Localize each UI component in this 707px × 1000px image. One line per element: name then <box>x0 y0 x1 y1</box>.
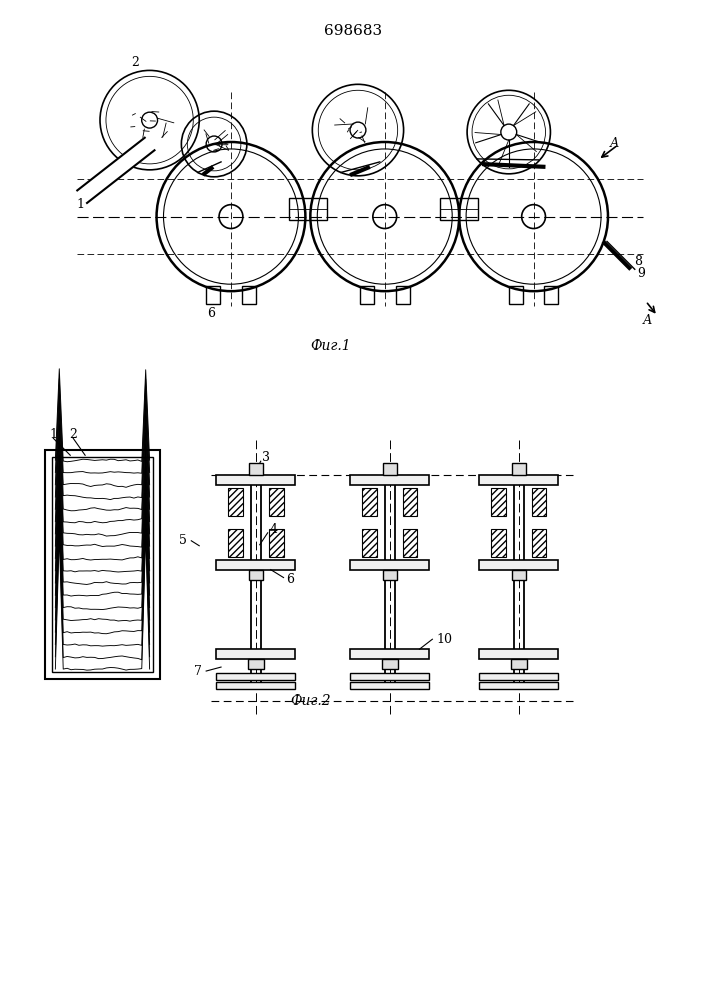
Text: 6: 6 <box>286 573 295 586</box>
Bar <box>45 450 160 679</box>
Text: 2: 2 <box>69 428 77 441</box>
Bar <box>382 570 397 580</box>
Bar <box>228 529 243 557</box>
Text: 4: 4 <box>269 523 278 536</box>
Bar <box>512 570 525 580</box>
Bar <box>360 286 374 304</box>
Bar <box>491 529 506 557</box>
Bar <box>509 286 522 304</box>
Bar <box>440 198 478 220</box>
Bar <box>479 560 559 570</box>
Text: 1: 1 <box>49 428 57 441</box>
Bar <box>532 529 547 557</box>
Text: 3: 3 <box>262 451 269 464</box>
Bar <box>532 488 547 516</box>
Bar <box>216 682 296 689</box>
Bar <box>382 463 397 475</box>
Text: 1: 1 <box>76 198 84 211</box>
Bar <box>479 673 559 680</box>
Bar <box>269 488 284 516</box>
Text: 9: 9 <box>637 267 645 280</box>
Bar <box>350 475 429 485</box>
Text: Фиг.2: Фиг.2 <box>290 694 331 708</box>
Text: 6: 6 <box>207 307 215 320</box>
Bar <box>249 570 263 580</box>
Bar <box>216 649 296 659</box>
Text: А: А <box>610 137 619 150</box>
Bar <box>289 198 327 220</box>
Bar <box>402 529 418 557</box>
Text: 10: 10 <box>436 633 452 646</box>
Bar <box>216 673 296 680</box>
Polygon shape <box>77 138 155 203</box>
Bar <box>52 457 153 672</box>
Bar <box>491 488 506 516</box>
Text: 5: 5 <box>180 534 187 547</box>
Bar <box>479 475 559 485</box>
Bar <box>396 286 409 304</box>
Bar <box>512 463 525 475</box>
Bar <box>249 463 263 475</box>
Text: 698683: 698683 <box>324 24 382 38</box>
Bar <box>242 286 256 304</box>
Bar <box>479 682 559 689</box>
Bar <box>350 649 429 659</box>
Bar <box>248 659 264 669</box>
Text: Фиг.1: Фиг.1 <box>310 339 351 353</box>
Text: 2: 2 <box>131 56 139 69</box>
Bar <box>362 529 377 557</box>
Text: А: А <box>643 314 653 328</box>
Bar <box>269 529 284 557</box>
Bar <box>362 488 377 516</box>
Text: 8: 8 <box>633 255 642 268</box>
Bar <box>510 659 527 669</box>
Bar <box>216 560 296 570</box>
Bar <box>350 682 429 689</box>
Bar <box>228 488 243 516</box>
Bar <box>206 286 220 304</box>
Bar <box>544 286 559 304</box>
Bar <box>382 659 397 669</box>
Bar <box>479 649 559 659</box>
Bar <box>216 475 296 485</box>
Bar <box>402 488 418 516</box>
Bar <box>350 560 429 570</box>
Text: 7: 7 <box>194 665 202 678</box>
Bar <box>350 673 429 680</box>
